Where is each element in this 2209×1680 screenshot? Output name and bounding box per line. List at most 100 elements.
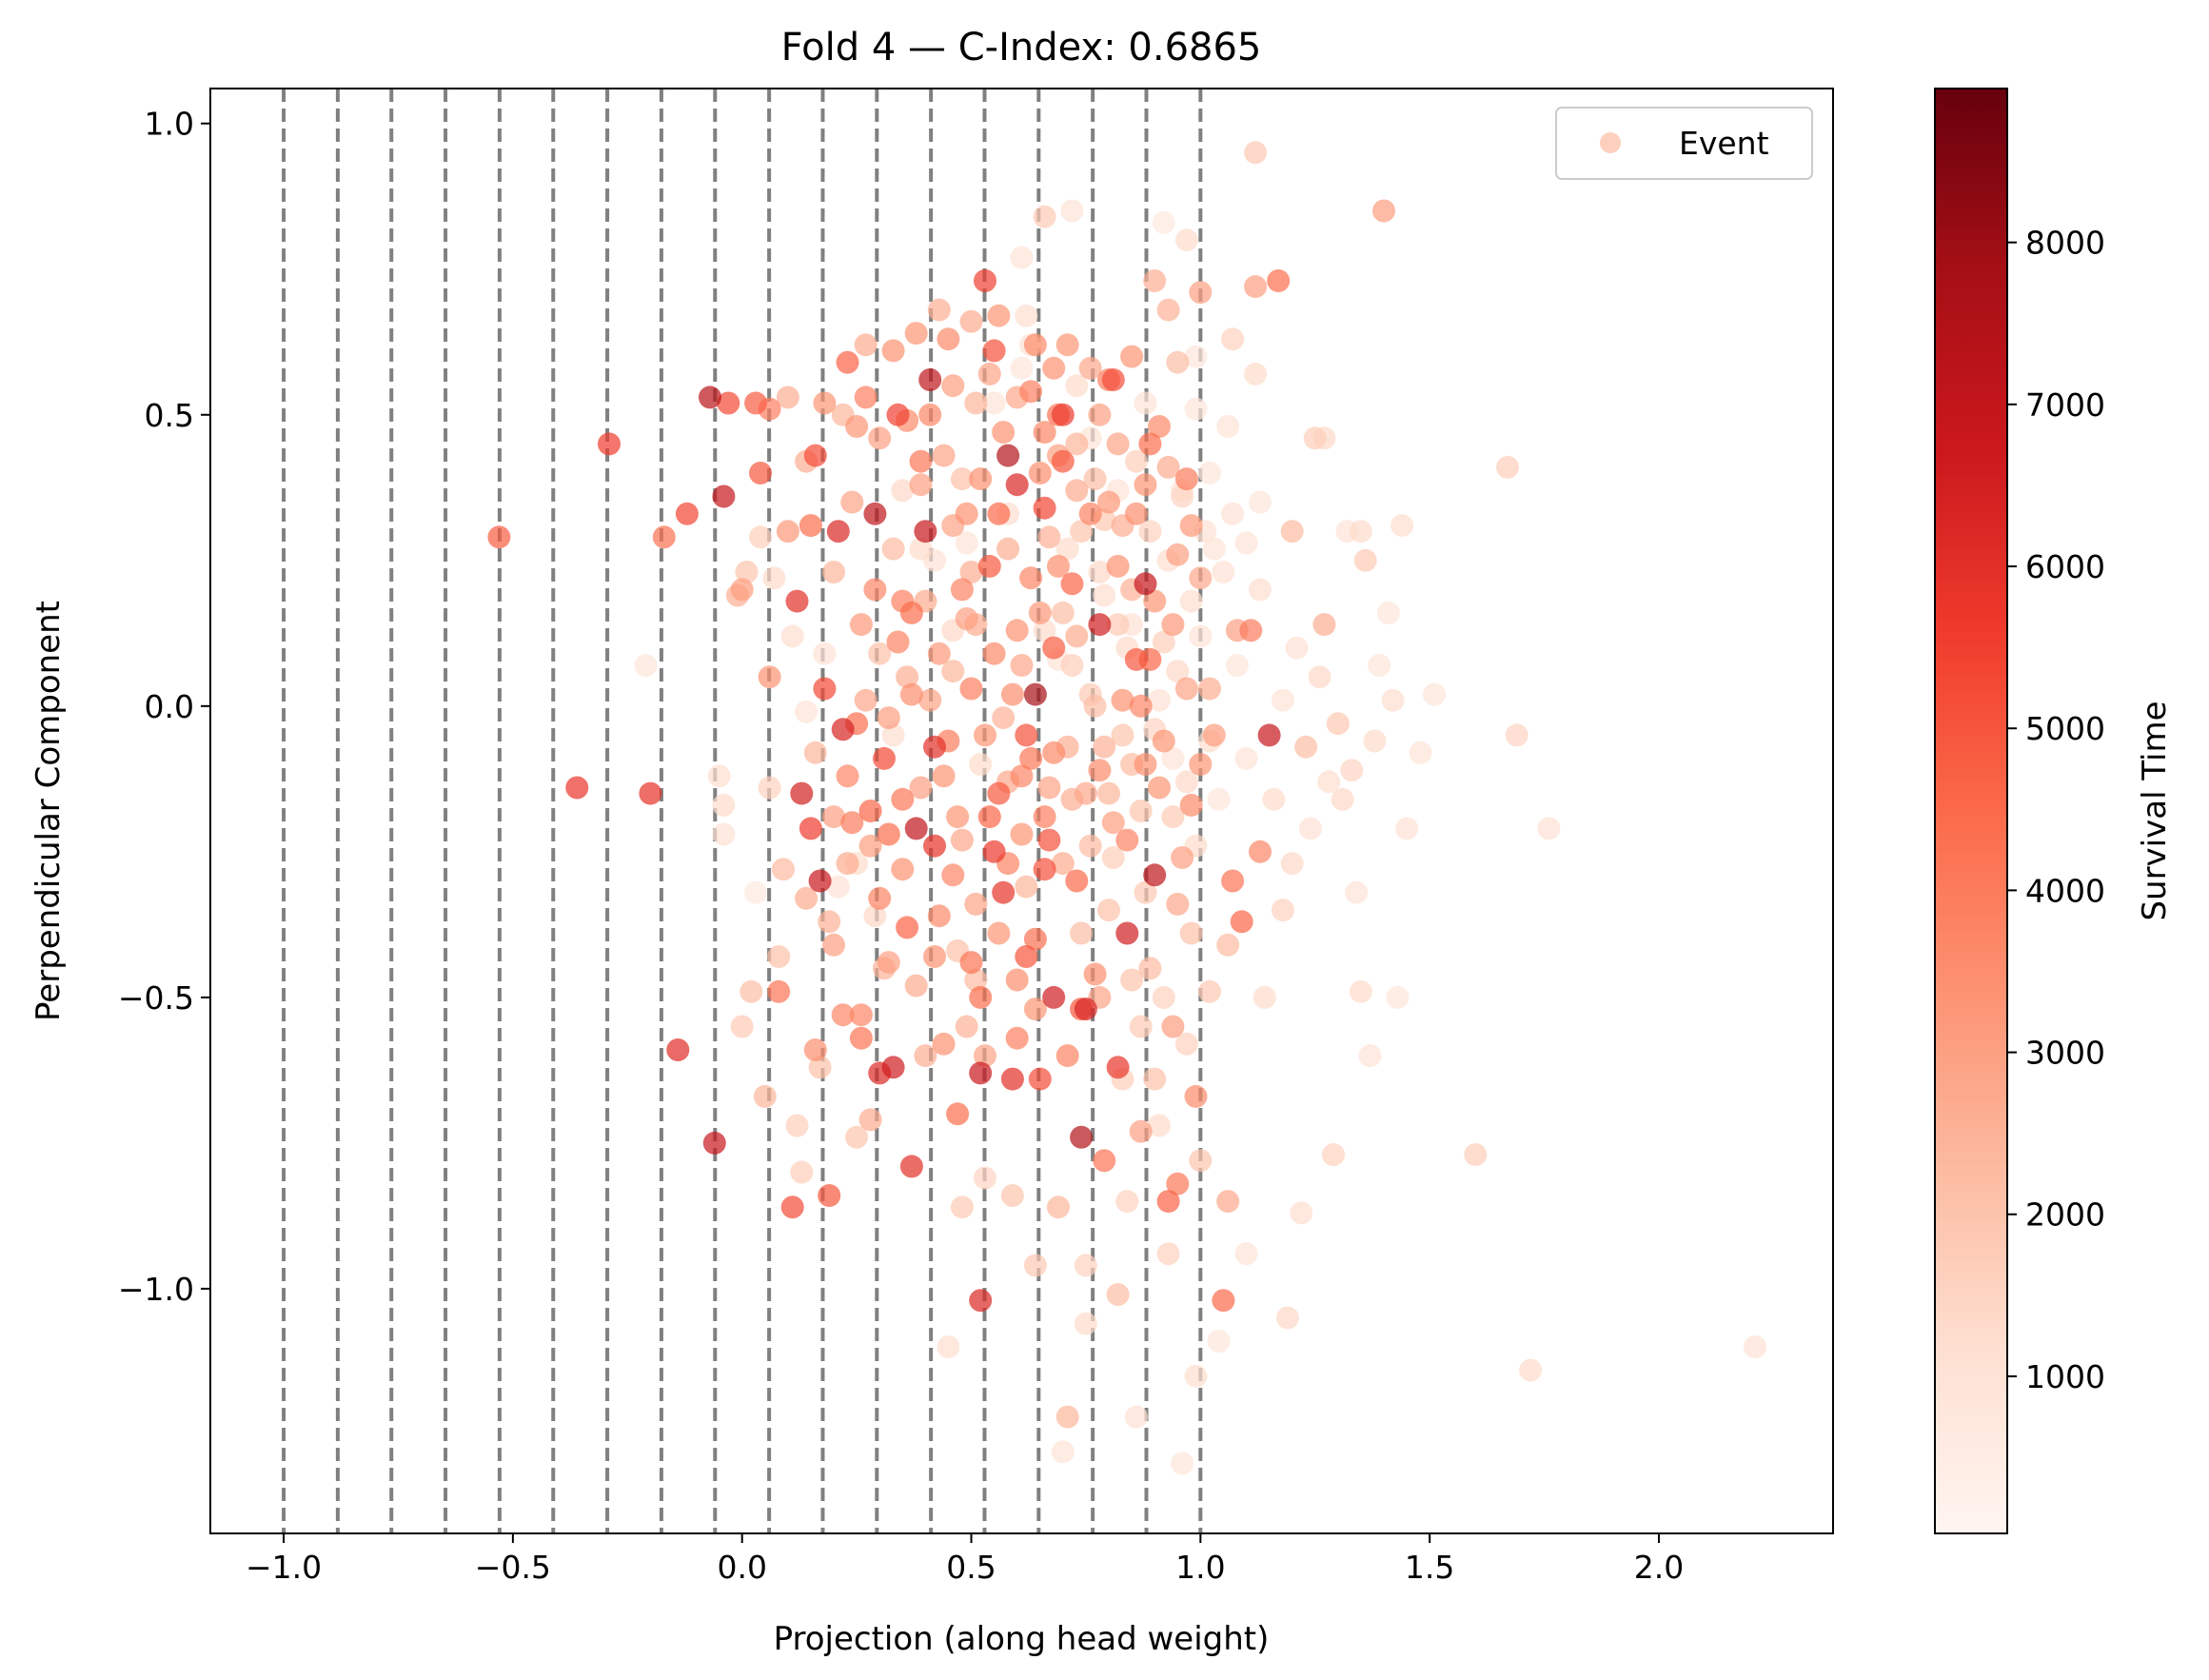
data-point (1174, 1032, 1198, 1056)
data-point (822, 561, 845, 583)
y-axis-label: Perpendicular Component (30, 601, 68, 1021)
plot-area (209, 88, 1834, 1534)
data-point (634, 654, 658, 677)
data-point (1207, 787, 1231, 811)
data-point (1349, 520, 1372, 544)
data-point (959, 951, 983, 975)
data-point (799, 514, 822, 538)
data-point (992, 421, 1016, 445)
data-point (1129, 1015, 1153, 1038)
data-point (863, 578, 887, 602)
data-point (1065, 374, 1089, 398)
data-point (1505, 723, 1529, 747)
data-point (1065, 432, 1089, 456)
data-point (822, 805, 845, 829)
colorbar-tick-label: 8000 (2025, 225, 2105, 262)
data-point (1019, 380, 1043, 404)
data-point (1349, 979, 1372, 1003)
data-point (941, 374, 965, 398)
data-point (758, 776, 781, 800)
data-point (868, 426, 892, 450)
data-point (1179, 793, 1203, 817)
data-point (1000, 1184, 1024, 1207)
data-point (1055, 537, 1079, 561)
data-point (904, 974, 928, 998)
data-point (1093, 1149, 1116, 1173)
data-point (699, 385, 721, 409)
colorbar-tick-label: 3000 (2025, 1035, 2105, 1072)
data-point (1005, 968, 1029, 992)
data-point (1143, 1067, 1167, 1091)
data-point (1033, 619, 1056, 642)
data-point (1161, 613, 1185, 637)
data-point (977, 362, 1001, 385)
data-point (717, 391, 740, 415)
data-point (702, 1131, 726, 1155)
colorbar-label: Survival Time (2136, 701, 2174, 920)
data-point (666, 1038, 690, 1061)
data-point (1037, 828, 1061, 852)
data-point (1280, 852, 1304, 876)
data-point (1179, 921, 1203, 945)
data-point (1055, 1044, 1079, 1068)
colorbar-tick-label: 5000 (2025, 710, 2105, 747)
data-point (1198, 462, 1221, 484)
data-point (1129, 800, 1153, 822)
data-point (1074, 781, 1097, 805)
data-point (923, 945, 946, 968)
plot-frame (209, 88, 1834, 1534)
data-point (904, 322, 928, 346)
data-point (1010, 764, 1034, 788)
data-point (598, 432, 621, 456)
data-point (818, 1184, 841, 1207)
data-point (1138, 520, 1162, 544)
data-point (1143, 269, 1167, 292)
data-point (785, 1114, 809, 1137)
data-point (1033, 858, 1056, 881)
data-point (1134, 880, 1157, 904)
data-point (1010, 822, 1034, 846)
data-point (950, 467, 974, 491)
data-point (1262, 787, 1286, 811)
data-point (927, 298, 951, 322)
data-point (886, 403, 910, 426)
data-point (1115, 921, 1139, 945)
data-point (1166, 543, 1190, 566)
data-point (1015, 875, 1038, 899)
data-point (1252, 985, 1276, 1009)
data-point (982, 391, 1006, 415)
data-point (808, 869, 832, 893)
data-point (772, 858, 795, 881)
data-point (707, 764, 731, 788)
data-point (969, 753, 993, 776)
data-point (1368, 654, 1391, 677)
data-point (1171, 1452, 1194, 1475)
data-point (1101, 811, 1125, 835)
data-point (1078, 502, 1102, 525)
data-point (1152, 729, 1175, 753)
data-point (1189, 281, 1213, 305)
data-point (1390, 514, 1414, 538)
data-point (795, 886, 819, 910)
data-point (1070, 1125, 1094, 1149)
data-point (1267, 269, 1291, 292)
data-point (1078, 834, 1102, 858)
data-point (974, 1044, 996, 1068)
data-point (909, 776, 933, 800)
data-point (776, 385, 799, 409)
data-point (1171, 484, 1194, 508)
data-point (982, 642, 1006, 665)
data-point (1184, 1364, 1208, 1388)
data-point (964, 892, 988, 916)
data-point (1033, 421, 1056, 445)
data-point (1244, 362, 1268, 385)
data-point (1298, 817, 1322, 840)
data-point (808, 1056, 832, 1079)
data-point (974, 269, 996, 292)
data-point (1317, 770, 1341, 794)
data-point (758, 665, 781, 689)
data-point (840, 490, 864, 514)
data-point (909, 473, 933, 497)
data-point (1083, 962, 1107, 986)
data-point (1161, 805, 1185, 829)
